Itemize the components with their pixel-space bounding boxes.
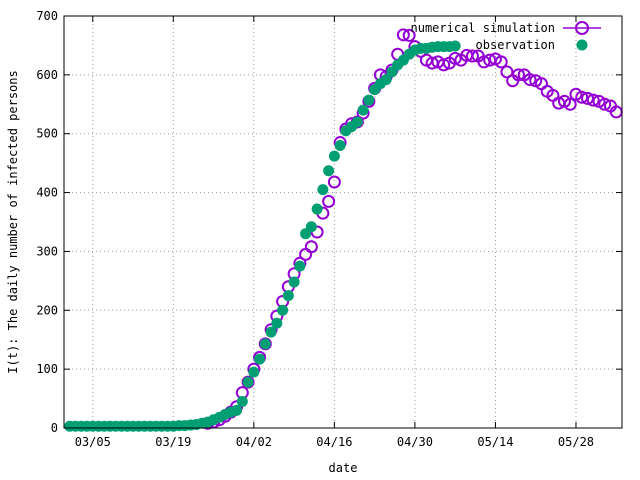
data-point-numerical-simulation: [523, 73, 537, 87]
data-point-numerical-simulation: [327, 175, 341, 189]
y-tick-label: 0: [51, 421, 58, 435]
x-tick-label: 04/30: [397, 435, 433, 449]
x-tick-label: 04/16: [316, 435, 352, 449]
y-tick-label: 600: [36, 68, 58, 82]
y-tick-label: 200: [36, 303, 58, 317]
data-point-observation: [334, 139, 346, 151]
data-point-numerical-simulation: [437, 58, 451, 72]
x-axis-label: date: [329, 461, 358, 475]
tick-labels: 0 100 200 300 400 500 600 700 03/05 03/19 04/02 04/…: [36, 9, 594, 449]
data-point-observation: [323, 165, 335, 177]
data-point-numerical-simulation: [511, 68, 525, 82]
data-point-observation: [288, 276, 300, 288]
data-point-observation: [236, 396, 248, 408]
data-point-observation: [242, 376, 254, 388]
data-point-numerical-simulation: [402, 28, 416, 42]
x-tick-label: 04/02: [236, 435, 272, 449]
data-point-observation: [248, 366, 260, 378]
data-point-observation: [305, 221, 317, 233]
y-tick-label: 300: [36, 244, 58, 258]
data-point-numerical-simulation: [448, 51, 462, 65]
y-tick-label: 700: [36, 9, 58, 23]
data-point-numerical-simulation: [575, 90, 589, 104]
data-point-observation: [363, 94, 375, 106]
data-point-observation: [380, 74, 392, 86]
data-point-observation: [449, 40, 461, 52]
data-point-numerical-simulation: [465, 49, 479, 63]
data-point-observation: [328, 150, 340, 162]
legend-marker-numerical-simulation: [575, 21, 589, 35]
plot-frame: [63, 15, 623, 429]
data-point-numerical-simulation: [580, 91, 594, 105]
y-tick-label: 400: [36, 186, 58, 200]
y-tick-label: 100: [36, 362, 58, 376]
data-point-observation: [294, 260, 306, 272]
x-tick-label: 03/19: [155, 435, 191, 449]
grid: [64, 16, 622, 428]
x-tick-label: 05/28: [558, 435, 594, 449]
x-tick-label: 03/05: [75, 435, 111, 449]
data-point-numerical-simulation: [304, 240, 318, 254]
data-point-observation: [357, 104, 369, 116]
data-point-numerical-simulation: [598, 97, 612, 111]
data-point-numerical-simulation: [494, 55, 508, 69]
data-point-numerical-simulation: [396, 28, 410, 42]
data-point-observation: [271, 317, 283, 329]
x-tick-label: 05/14: [477, 435, 513, 449]
data-point-observation: [265, 326, 277, 338]
data-point-observation: [231, 404, 243, 416]
y-axis-label: I(t): The daily number of infected perso…: [6, 70, 20, 373]
data-point-observation: [254, 353, 266, 365]
data-point-observation: [351, 116, 363, 128]
data-point-numerical-simulation: [477, 55, 491, 69]
legend-label-numerical-simulation: numerical simulation: [411, 21, 556, 35]
data-point-observation: [282, 290, 294, 302]
data-point-numerical-simulation: [322, 194, 336, 208]
data-point-observation: [277, 304, 289, 316]
data-point-numerical-simulation: [563, 97, 577, 111]
data-point-numerical-simulation: [586, 93, 600, 107]
data-point-observation: [317, 184, 329, 196]
data-point-observation: [311, 203, 323, 215]
legend-marker-observation: [576, 39, 588, 51]
legend: numerical simulation observation: [411, 21, 601, 52]
data-point-observation: [259, 338, 271, 350]
data-point-numerical-simulation: [500, 65, 514, 79]
series-observation: [64, 40, 461, 432]
legend-label-observation: observation: [476, 38, 555, 52]
y-tick-label: 500: [36, 127, 58, 141]
